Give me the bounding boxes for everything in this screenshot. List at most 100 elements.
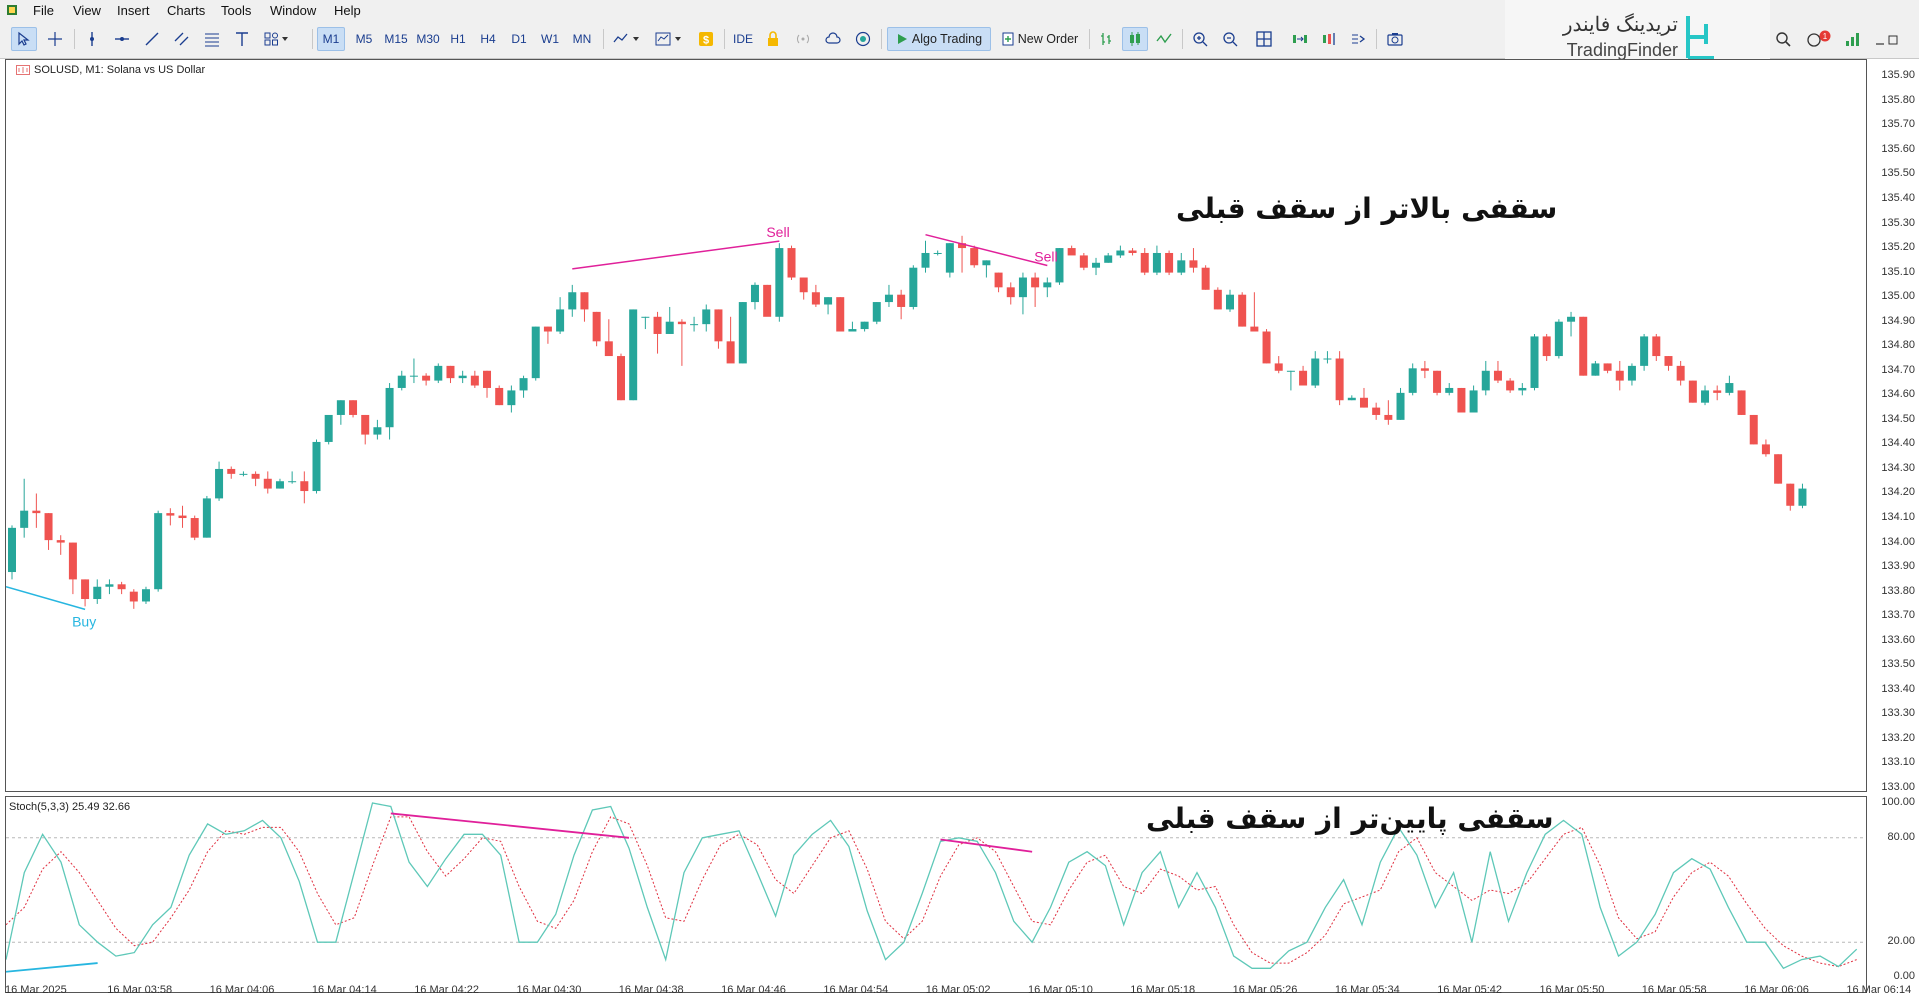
buy-signal-line	[6, 586, 86, 611]
timeframe-h1[interactable]: H1	[450, 32, 466, 46]
candle-body	[1043, 282, 1052, 288]
chart-shift-icon	[1323, 33, 1335, 45]
candle-body	[665, 321, 674, 334]
window-restore-button[interactable]	[1872, 27, 1902, 51]
candle-body	[275, 481, 284, 489]
time-axis-label: 16 Mar 04:38	[618, 984, 684, 996]
candle-body	[1250, 326, 1259, 332]
camera-icon	[1387, 33, 1403, 46]
timeframe-m1[interactable]: M1	[317, 27, 345, 51]
menu-charts[interactable]: Charts	[167, 3, 206, 18]
stochastic-panel[interactable]: Stoch(5,3,3) 25.49 32.66 سقفی پایین‌تر ا…	[5, 796, 1867, 993]
algo-trading-button[interactable]: Algo Trading	[887, 27, 991, 51]
zoom-in-button[interactable]	[1188, 27, 1212, 51]
chart-shift-button[interactable]	[1318, 27, 1342, 51]
candle-body	[141, 589, 150, 602]
bar-chart-button[interactable]	[1094, 27, 1118, 51]
candle-body	[1116, 250, 1125, 256]
timeframe-m15[interactable]: M15	[384, 32, 408, 46]
menu-bar: File View Insert Charts Tools Window Hel…	[0, 0, 1919, 20]
vps-button[interactable]	[851, 27, 875, 51]
menu-file[interactable]: File	[33, 3, 54, 18]
notifications-button[interactable]: 1	[1804, 27, 1834, 51]
search-button[interactable]	[1772, 27, 1794, 51]
menu-tools[interactable]: Tools	[221, 3, 252, 18]
price-axis-label: 133.20	[1881, 731, 1915, 744]
candle-body	[1798, 488, 1807, 506]
timeframe-h4[interactable]: H4	[480, 32, 496, 46]
sell-signal-line-1	[572, 240, 780, 270]
timeframe-w1[interactable]: W1	[541, 32, 559, 46]
candle-body	[32, 510, 41, 514]
fibonacci-button[interactable]	[200, 27, 224, 51]
candle-chart-button[interactable]	[1122, 27, 1148, 51]
candle-body	[300, 481, 309, 492]
shapes-dropdown-button[interactable]	[260, 27, 294, 51]
vertical-line-button[interactable]	[80, 27, 104, 51]
price-axis-label: 135.70	[1881, 118, 1915, 131]
signal-button[interactable]	[791, 27, 815, 51]
buy-signal-label: Buy	[72, 613, 96, 629]
horizontal-line-button[interactable]	[110, 27, 134, 51]
timeframe-m5[interactable]: M5	[355, 32, 373, 46]
timeframe-d1[interactable]: D1	[511, 32, 527, 46]
zoom-out-button[interactable]	[1218, 27, 1242, 51]
scroll-chart-button[interactable]	[1288, 27, 1312, 51]
auto-scroll-button[interactable]	[1346, 27, 1370, 51]
screenshot-button[interactable]	[1383, 27, 1407, 51]
logo-text-en: TradingFinder	[1566, 40, 1678, 60]
candle-body	[1554, 321, 1563, 357]
market-button[interactable]: $	[694, 27, 718, 51]
menu-view[interactable]: View	[73, 3, 101, 18]
new-order-button[interactable]: New Order	[995, 27, 1085, 51]
price-axis-label: 135.50	[1881, 167, 1915, 180]
timeframe-mn[interactable]: MN	[572, 32, 592, 46]
price-axis-label: 134.40	[1881, 437, 1915, 450]
candle-body	[239, 473, 248, 475]
trendline-button[interactable]	[140, 27, 164, 51]
line-chart-button[interactable]	[1152, 27, 1176, 51]
time-axis-label: 16 Mar 03:58	[107, 984, 173, 996]
menu-insert[interactable]: Insert	[117, 3, 150, 18]
signal-strength-button[interactable]	[1842, 27, 1864, 51]
candle-body	[945, 243, 954, 273]
price-panel[interactable]: Buy Sell Sell SOLUSD, M1: Solana vs US Dol…	[5, 59, 1867, 792]
text-icon	[236, 32, 248, 46]
price-axis-label: 135.40	[1881, 191, 1915, 204]
candle-body	[970, 248, 979, 266]
lock-button[interactable]	[761, 27, 785, 51]
time-axis-label: 16 Mar 05:26	[1232, 984, 1298, 996]
candle-body	[543, 326, 552, 332]
candle-body	[1761, 444, 1770, 455]
candle-body	[848, 329, 857, 332]
candle-body	[446, 365, 455, 379]
tile-windows-button[interactable]	[1252, 27, 1276, 51]
cloud-button[interactable]	[821, 27, 845, 51]
menu-help[interactable]: Help	[334, 3, 361, 18]
candle-body	[1031, 277, 1040, 288]
candle-body	[519, 378, 528, 391]
templates-dropdown-button[interactable]	[652, 27, 688, 51]
timeframe-m30[interactable]: M30	[416, 32, 440, 46]
stochastic-axis-label: 100.00	[1881, 796, 1915, 808]
price-axis-label: 135.20	[1881, 241, 1915, 254]
text-tool-button[interactable]	[230, 27, 254, 51]
candle-body	[811, 292, 820, 305]
candle-body	[288, 481, 297, 483]
channel-button[interactable]	[170, 27, 194, 51]
indicators-dropdown-button[interactable]	[610, 27, 646, 51]
candle-body	[1286, 370, 1295, 372]
ide-button[interactable]: IDE	[732, 32, 753, 46]
price-axis-label: 135.00	[1881, 290, 1915, 303]
candle-body	[1542, 336, 1551, 357]
crosshair-tool-button[interactable]	[42, 27, 68, 51]
candle-body	[580, 292, 589, 310]
candle-body	[1311, 358, 1320, 386]
cursor-tool-button[interactable]	[11, 27, 37, 51]
menu-window[interactable]: Window	[270, 3, 317, 18]
chat-icon: 1	[1807, 30, 1831, 47]
candle-body	[20, 510, 29, 528]
chart-title: SOLUSD, M1: Solana vs US Dollar	[16, 64, 205, 76]
trendline-icon	[145, 32, 159, 46]
candle-body	[690, 324, 699, 326]
